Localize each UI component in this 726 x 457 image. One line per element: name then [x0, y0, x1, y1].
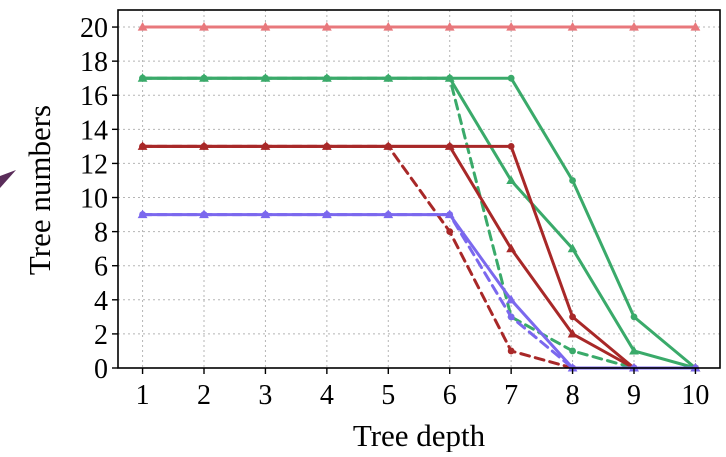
data-point: [137, 22, 148, 31]
data-point: [506, 294, 517, 304]
data-point: [139, 74, 146, 82]
data-point: [323, 211, 331, 218]
data-point: [321, 22, 332, 31]
data-point: [567, 243, 578, 253]
data-point: [630, 313, 638, 321]
y-tick-label: 12: [80, 149, 108, 180]
series-layer: [137, 22, 701, 372]
y-tick-label: 10: [80, 184, 108, 215]
series-2: [137, 73, 701, 372]
data-point: [200, 211, 208, 218]
data-point: [323, 74, 331, 82]
x-tick-label: 9: [627, 380, 641, 411]
data-point: [507, 74, 515, 82]
data-point: [569, 177, 576, 184]
data-point: [139, 142, 146, 150]
series-3-line: [141, 76, 697, 370]
y-tick-label: 14: [80, 115, 108, 146]
data-point: [262, 142, 269, 150]
data-point: [507, 313, 515, 321]
series-4: [139, 74, 699, 372]
y-axis-title: Tree numbers: [22, 105, 57, 275]
y-tick-label: 18: [80, 47, 108, 78]
data-point: [567, 22, 578, 31]
data-point: [569, 347, 576, 355]
x-tick-label: 7: [504, 380, 518, 411]
data-point: [262, 74, 269, 82]
data-point: [262, 211, 269, 218]
data-point: [690, 22, 701, 31]
x-tick-label: 4: [320, 380, 334, 411]
plot-frame: [117, 9, 721, 369]
data-point: [384, 74, 392, 82]
y-tick-label: 4: [94, 286, 108, 317]
data-point: [629, 22, 639, 31]
series-6: [139, 142, 699, 372]
data-point: [629, 345, 639, 355]
series-5: [137, 141, 701, 372]
grid-lines: [118, 10, 720, 369]
x-tick-label: 5: [381, 380, 395, 411]
y-tick-label: 20: [80, 13, 108, 44]
x-tick-label: 3: [258, 380, 272, 411]
y-tick-label: 2: [94, 320, 108, 351]
data-point: [507, 142, 515, 150]
series-8-line: [141, 213, 697, 370]
data-point: [384, 142, 392, 150]
y-tick-label: 16: [80, 81, 108, 112]
x-tick-label: 8: [566, 380, 580, 411]
data-point: [446, 211, 454, 218]
data-point: [446, 74, 454, 82]
data-point: [260, 22, 271, 31]
x-tick-label: 2: [197, 380, 211, 411]
data-point: [446, 142, 454, 150]
x-axis-title: Tree depth: [353, 418, 486, 452]
data-point: [444, 22, 455, 31]
data-point: [446, 228, 454, 236]
series-9: [139, 211, 699, 372]
left-edge-arrow-decoration: [0, 170, 16, 188]
series-1: [137, 22, 701, 31]
data-point: [200, 74, 208, 82]
x-tick-label: 10: [681, 380, 709, 411]
x-tick-label: 6: [443, 380, 457, 411]
data-point: [323, 142, 331, 150]
series-6-line: [141, 144, 697, 370]
data-point: [199, 22, 209, 31]
data-point: [567, 328, 578, 338]
x-tick-label: 1: [136, 380, 150, 411]
series-5-line: [141, 144, 697, 370]
data-point: [383, 22, 394, 31]
y-tick-label: 8: [94, 218, 108, 249]
data-point: [506, 243, 517, 253]
series-7: [139, 142, 699, 372]
data-point: [506, 175, 517, 185]
series-9-line: [141, 213, 697, 370]
y-tick-label: 0: [94, 354, 108, 385]
series-7-line: [141, 144, 697, 370]
data-point: [384, 211, 392, 218]
series-8: [137, 209, 701, 372]
data-point: [569, 313, 576, 321]
data-point: [507, 347, 515, 355]
series-3: [139, 74, 699, 372]
series-2-line: [141, 76, 697, 370]
series-4-line: [141, 76, 697, 370]
data-point: [139, 211, 146, 218]
y-tick-label: 6: [94, 252, 108, 283]
data-point: [200, 142, 208, 150]
data-point: [506, 22, 517, 31]
